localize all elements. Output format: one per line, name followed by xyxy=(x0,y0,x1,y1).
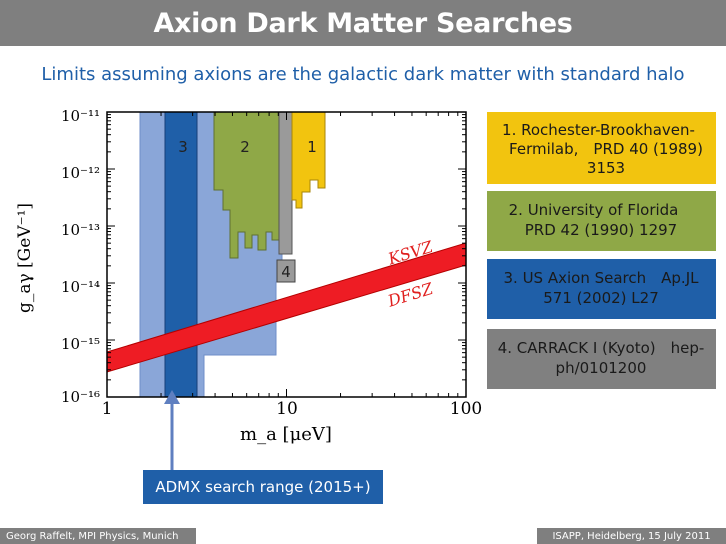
region-label-2: 2 xyxy=(240,138,250,156)
footer-right-text: ISAPP, Heidelberg, 15 July 2011 xyxy=(552,530,711,542)
x-axis-label: m_a [μeV] xyxy=(240,424,332,445)
footer-left-text: Georg Raffelt, MPI Physics, Munich xyxy=(6,530,179,542)
admx-label: ADMX search range (2015+) xyxy=(143,470,383,504)
y-tick-labels: 10⁻¹¹ 10⁻¹² 10⁻¹³ 10⁻¹⁴ 10⁻¹⁵ 10⁻¹⁶ xyxy=(61,107,100,406)
x-tick-label-10: 10 xyxy=(276,399,298,419)
reference-1-text: 1. Rochester-Brookhaven- Fermilab, PRD 4… xyxy=(502,121,710,177)
footer-right: ISAPP, Heidelberg, 15 July 2011 xyxy=(537,528,726,544)
reference-2: 2. University of Florida PRD 42 (1990) 1… xyxy=(487,191,716,251)
y-axis-label: g_aγ [GeV⁻¹] xyxy=(15,203,35,313)
region-label-3: 3 xyxy=(178,138,188,156)
x-tick-label-100: 100 xyxy=(450,399,482,419)
axis-ticks xyxy=(106,111,467,398)
y-tick-label: 10⁻¹¹ xyxy=(61,107,100,125)
footer-left: Georg Raffelt, MPI Physics, Munich xyxy=(0,528,196,544)
reference-2-text: 2. University of Florida PRD 42 (1990) 1… xyxy=(508,201,694,239)
reference-4: 4. CARRACK I (Kyoto) hep-ph/0101200 xyxy=(487,329,716,389)
title-bar: Axion Dark Matter Searches xyxy=(0,0,726,46)
y-tick-label: 10⁻¹³ xyxy=(61,221,100,239)
region-1 xyxy=(291,112,326,209)
region-4-label-box xyxy=(276,259,296,283)
reference-1: 1. Rochester-Brookhaven- Fermilab, PRD 4… xyxy=(487,112,716,184)
region-4 xyxy=(278,112,293,255)
subtitle: Limits assuming axions are the galactic … xyxy=(41,64,685,85)
y-tick-label: 10⁻¹⁴ xyxy=(61,278,100,296)
x-tick-label-1: 1 xyxy=(102,399,113,419)
page-title: Axion Dark Matter Searches xyxy=(153,7,573,39)
reference-3-text: 3. US Axion Search Ap.JL 571 (2002) L27 xyxy=(503,269,699,307)
reference-4-text: 4. CARRACK I (Kyoto) hep-ph/0101200 xyxy=(497,339,705,377)
y-tick-label: 10⁻¹² xyxy=(61,164,100,182)
region-2 xyxy=(213,112,281,259)
region-label-4: 4 xyxy=(281,263,291,281)
reference-3: 3. US Axion Search Ap.JL 571 (2002) L27 xyxy=(487,259,716,319)
region-label-1: 1 xyxy=(307,138,317,156)
admx-arrow-head xyxy=(164,390,180,404)
y-tick-label: 10⁻¹⁶ xyxy=(61,388,100,406)
y-tick-label: 10⁻¹⁵ xyxy=(61,335,100,353)
